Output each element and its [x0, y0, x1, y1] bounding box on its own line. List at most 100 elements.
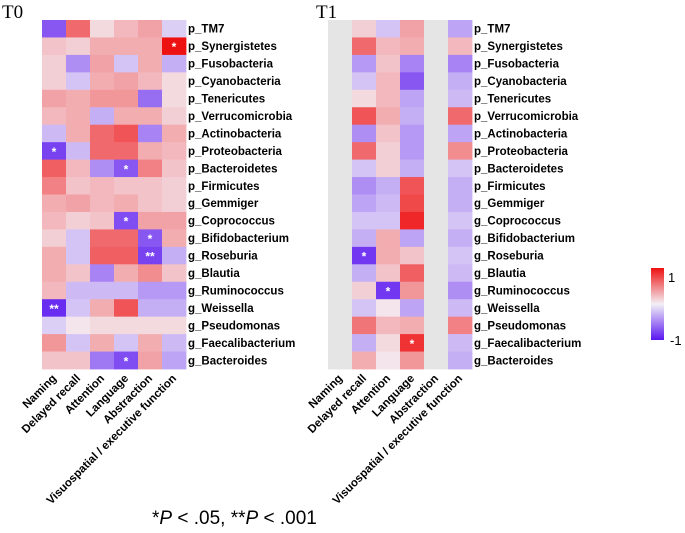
heatmap-cell: [138, 89, 163, 108]
heatmap-cell: [352, 194, 377, 213]
heatmap-cell: [424, 54, 449, 73]
heatmap-cell: [66, 281, 91, 300]
heatmap-cell: [90, 334, 115, 352]
heatmap-cell: [400, 89, 425, 108]
panel-title-t1: T1: [316, 2, 338, 23]
heatmap-cell: [42, 229, 67, 248]
heatmap-cell: [352, 299, 377, 318]
row-label: p_Synergistetes: [474, 41, 563, 53]
heatmap-cell: [42, 124, 67, 143]
heatmap-cell: [376, 107, 401, 126]
heatmap-cell: [114, 37, 139, 56]
heatmap-cell: [162, 124, 187, 143]
heatmap-cell: [328, 211, 353, 230]
heatmap-cell: [400, 351, 425, 370]
row-label: g_Roseburia: [188, 251, 258, 263]
heatmap-cell: [328, 124, 353, 143]
heatmap-cell: [448, 37, 473, 56]
heatmap-cell: [90, 264, 115, 283]
footnote-text-2: < .001: [258, 508, 317, 529]
heatmap-cell: [376, 54, 401, 73]
heatmap-cell: [352, 107, 377, 126]
heatmap-cell: [448, 124, 473, 143]
heatmap-cell: [400, 211, 425, 230]
heatmap-cell: [448, 159, 473, 178]
heatmap-cell: [90, 246, 115, 265]
heatmap-cell: [66, 229, 91, 248]
heatmap-cell: [448, 20, 473, 38]
heatmap-cell: [138, 334, 163, 352]
heatmap-cell: [424, 334, 449, 352]
heatmap-cell: [66, 246, 91, 265]
heatmap-cell: [352, 316, 377, 335]
heatmap-cell: [162, 264, 187, 283]
heatmap-cell: [376, 20, 401, 38]
heatmap-cell: [328, 142, 353, 160]
heatmap-cell: [400, 107, 425, 126]
heatmap-cell: [162, 316, 187, 335]
heatmap-cell: [138, 72, 163, 91]
heatmap-cell: [90, 142, 115, 160]
heatmap-cell: [376, 177, 401, 195]
heatmap-cell: [352, 264, 377, 283]
heatmap-cell: [66, 37, 91, 56]
heatmap-cell: [66, 194, 91, 213]
row-label: p_Bacteroidetes: [474, 163, 563, 175]
heatmap-cell: [376, 299, 401, 318]
heatmap-cell: [328, 177, 353, 195]
heatmap-cell: [424, 299, 449, 318]
heatmap-cell: [424, 159, 449, 178]
heatmap-cell: [448, 177, 473, 195]
significance-marker: *: [172, 40, 177, 54]
heatmap-cell: [448, 334, 473, 352]
heatmap-cell: [162, 211, 187, 230]
heatmap-cell: [424, 281, 449, 300]
row-label: g_Gemmiger: [188, 198, 259, 210]
row-label: p_Fusobacteria: [474, 59, 560, 71]
heatmap-cell: [162, 159, 187, 178]
row-label: g_Coprococcus: [474, 216, 561, 228]
heatmap-cell: [400, 142, 425, 160]
row-label: g_Bifidobacterium: [188, 233, 289, 245]
heatmap-cell: [114, 334, 139, 352]
heatmap-cell: [376, 334, 401, 352]
heatmap-cell: [352, 177, 377, 195]
heatmap-cell: [138, 194, 163, 213]
heatmap-cell: [162, 89, 187, 108]
heatmap-cell: [90, 89, 115, 108]
heatmap-cell: [114, 107, 139, 126]
legend-colorbar: [651, 268, 664, 340]
heatmap-cell: [400, 281, 425, 300]
heatmap-cell: [424, 37, 449, 56]
significance-marker: *: [362, 250, 367, 264]
heatmap-cell: [90, 72, 115, 91]
heatmap-cell: [448, 246, 473, 265]
heatmap-cell: [42, 89, 67, 108]
row-label: g_Blautia: [188, 268, 240, 280]
heatmap-cell: [448, 264, 473, 283]
row-label: p_Tenericutes: [474, 94, 551, 106]
footnote-p-2: P: [245, 508, 259, 529]
heatmap-cell: [42, 37, 67, 56]
heatmap-cell: [42, 211, 67, 230]
heatmap-cell: [114, 194, 139, 213]
heatmap-cell: [424, 264, 449, 283]
heatmap-cell: [328, 89, 353, 108]
heatmap-cell: [162, 72, 187, 91]
heatmap-cell: [376, 142, 401, 160]
row-label: p_Actinobacteria: [188, 128, 282, 140]
row-label: p_Fusobacteria: [188, 59, 274, 71]
heatmap-cell: [328, 72, 353, 91]
heatmap-cell: [42, 281, 67, 300]
heatmap-cell: [376, 124, 401, 143]
row-label: g_Blautia: [474, 268, 526, 280]
row-label: p_Firmicutes: [188, 181, 260, 193]
heatmap-cell: [138, 246, 163, 265]
heatmap-cell: [42, 177, 67, 195]
heatmap-cell: [352, 89, 377, 108]
row-label: p_Actinobacteria: [474, 128, 568, 140]
heatmap-cell: [66, 351, 91, 370]
heatmap-cell: [42, 142, 67, 160]
heatmap-cell: [400, 334, 425, 352]
heatmap-cell: [66, 89, 91, 108]
